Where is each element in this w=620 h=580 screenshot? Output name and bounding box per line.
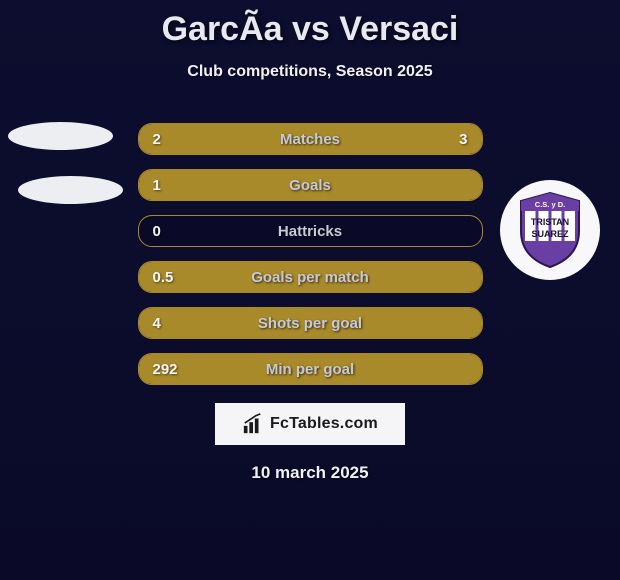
stat-row: 292 Min per goal <box>138 353 483 385</box>
page-subtitle: Club competitions, Season 2025 <box>0 63 620 81</box>
stat-value-left: 2 <box>153 131 161 148</box>
stat-value-left: 4 <box>153 315 161 332</box>
stat-row: 1 Goals <box>138 169 483 201</box>
stat-label: Matches <box>280 131 340 148</box>
stat-label: Min per goal <box>266 361 354 378</box>
chart-icon <box>242 413 264 435</box>
stat-row: 0 Hattricks <box>138 215 483 247</box>
badge-line1: C.S. y D. <box>535 200 565 209</box>
stat-label: Goals per match <box>251 269 369 286</box>
badge-line3: SUAREZ <box>531 229 569 239</box>
stat-row: 2 3 Matches <box>138 123 483 155</box>
stat-value-left: 0.5 <box>153 269 174 286</box>
player-left-placeholder-2 <box>18 176 123 204</box>
watermark: FcTables.com <box>215 403 405 445</box>
stat-row: 0.5 Goals per match <box>138 261 483 293</box>
badge-line2: TRISTAN <box>531 217 569 227</box>
stat-value-left: 1 <box>153 177 161 194</box>
watermark-text: FcTables.com <box>270 415 378 433</box>
stat-label: Goals <box>289 177 331 194</box>
page-title: GarcÃ­a vs Versaci <box>0 0 620 49</box>
stat-value-right: 3 <box>459 131 467 148</box>
shield-icon: C.S. y D. TRISTAN SUAREZ <box>517 191 583 269</box>
stat-row: 4 Shots per goal <box>138 307 483 339</box>
player-left-placeholder-1 <box>8 122 113 150</box>
stat-value-left: 292 <box>153 361 178 378</box>
stat-label: Hattricks <box>278 223 342 240</box>
date-label: 10 march 2025 <box>0 463 620 483</box>
stat-value-left: 0 <box>153 223 161 240</box>
stat-label: Shots per goal <box>258 315 362 332</box>
club-badge-right: C.S. y D. TRISTAN SUAREZ <box>500 180 600 280</box>
